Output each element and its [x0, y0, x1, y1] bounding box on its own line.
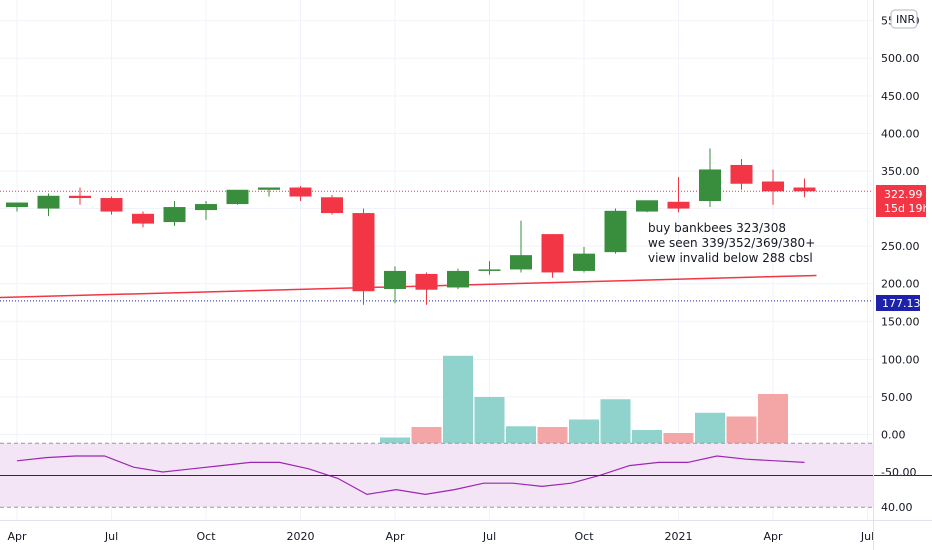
candle-body: [541, 234, 564, 273]
y-tick-label: 200.00: [881, 278, 920, 291]
candle-body: [289, 187, 312, 197]
candle-body: [69, 195, 91, 199]
currency-badge[interactable]: [890, 9, 918, 29]
x-tick-label: Apr: [385, 530, 405, 543]
candle-body: [447, 270, 469, 288]
candle-body: [258, 187, 280, 190]
candle-body: [636, 200, 658, 212]
oscillator-tick-label: 0.00: [881, 429, 906, 442]
y-tick-label: 350.00: [881, 165, 920, 178]
candle-body: [699, 169, 721, 202]
candle-body: [100, 198, 123, 212]
candle-body: [163, 207, 186, 223]
reference-lines: [0, 190, 873, 302]
candle-body: [195, 204, 217, 211]
x-tick-label: Oct: [574, 530, 594, 543]
x-tick-label: 2020: [287, 530, 315, 543]
candle-body: [352, 213, 375, 292]
support-price-badge: [876, 295, 920, 311]
candle-body: [415, 273, 438, 290]
y-tick-label: 150.00: [881, 315, 920, 328]
y-tick-label: 500.00: [881, 52, 920, 65]
candle-body: [762, 181, 784, 192]
candle-body: [384, 270, 406, 289]
x-tick-label: Jul: [482, 530, 496, 543]
y-tick-label: 250.00: [881, 240, 920, 253]
annotation-line-2: we seen 339/352/369/380+: [648, 236, 815, 250]
countdown-label: 15d 19h: [884, 202, 929, 215]
x-tick-label: Jul: [104, 530, 118, 543]
candle-body: [604, 210, 627, 253]
candle-body: [37, 195, 60, 209]
x-tick-label: 2021: [665, 530, 693, 543]
x-tick-label: Apr: [7, 530, 27, 543]
candle-body: [478, 269, 501, 271]
trendline: [0, 274, 817, 299]
candlesticks: [6, 148, 816, 305]
oscillator-tick-label: -50.00: [881, 466, 916, 479]
annotation-line-1: buy bankbees 323/308: [648, 221, 786, 235]
candle-body: [573, 253, 595, 271]
x-tick-label: Apr: [763, 530, 783, 543]
rsi-tick-label: 40.00: [881, 501, 913, 514]
rsi-line: [16, 455, 805, 496]
y-tick-label: 450.00: [881, 90, 920, 103]
oscillator-tick-label: 100.00: [881, 354, 920, 367]
candle-body: [793, 187, 816, 192]
candle-body: [667, 201, 690, 209]
candle-body: [321, 197, 343, 214]
last-price-badge: [876, 185, 926, 217]
oscillator-tick-label: 50.00: [881, 391, 913, 404]
support-price-label: 177.13: [882, 297, 921, 310]
x-tick-label: Jul: [860, 530, 874, 543]
candle-body: [132, 213, 154, 224]
candle-body: [6, 202, 28, 208]
last-price-label: 322.99: [884, 188, 923, 201]
annotation-line-3: view invalid below 288 cbsl: [648, 251, 813, 265]
currency-badge-label: INR: [896, 13, 915, 26]
grid: [0, 0, 873, 520]
candle-body: [510, 255, 532, 270]
candle-body: [730, 164, 753, 184]
y-tick-label: 400.00: [881, 127, 920, 140]
x-tick-label: Oct: [196, 530, 216, 543]
candle-body: [226, 189, 249, 205]
